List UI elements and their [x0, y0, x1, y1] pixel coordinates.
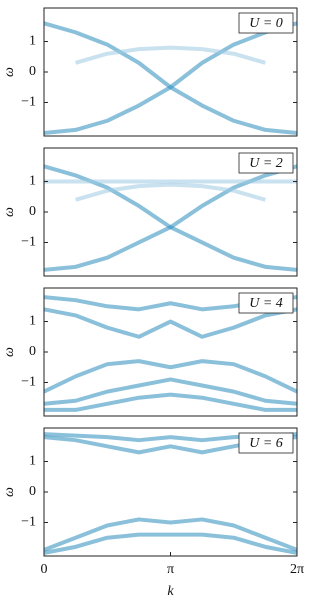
y-tick-label: 0 [29, 484, 36, 499]
figure: −1 0 1 ω U = 0 −1 0 1 ω U = 2 −1 0 1 ω U = 4 −1 0 1 ω U = 6… [2, 7, 304, 599]
band [44, 517, 297, 552]
band [44, 307, 297, 339]
y-tick-label: 1 [29, 34, 36, 49]
y-tick-label: 1 [29, 454, 36, 469]
y-tick-label: 0 [29, 344, 36, 359]
panel-label: U = 6 [249, 436, 283, 451]
y-tick-label: −1 [21, 515, 36, 530]
label-box [238, 292, 294, 314]
x-axis-label: k [167, 584, 174, 599]
band [44, 21, 297, 135]
x-tick-label: π [167, 562, 174, 577]
band [75, 45, 266, 65]
y-axis-label: ω [2, 207, 17, 217]
band [44, 392, 297, 412]
band [44, 164, 297, 272]
label-box [238, 432, 294, 454]
y-tick-label: −1 [21, 95, 36, 110]
y-tick-label: −1 [21, 375, 36, 390]
band [75, 182, 266, 202]
y-axis-label: ω [2, 487, 17, 497]
y-tick-label: 1 [29, 314, 36, 329]
band [44, 21, 297, 135]
y-tick-label: 0 [29, 204, 36, 219]
y-tick-label: 0 [29, 64, 36, 79]
y-axis-label: ω [2, 67, 17, 77]
x-tick-label: 0 [41, 562, 48, 577]
panel-label: U = 4 [249, 296, 283, 311]
x-tick-label: 2π [290, 562, 304, 577]
band [44, 359, 297, 394]
label-box [238, 152, 294, 174]
band [44, 532, 297, 555]
label-box [238, 12, 294, 34]
panel-label: U = 2 [249, 156, 283, 171]
y-tick-label: −1 [21, 235, 36, 250]
y-axis-label: ω [2, 347, 17, 357]
band [44, 377, 297, 406]
y-tick-label: 1 [29, 174, 36, 189]
panel-label: U = 0 [249, 16, 283, 31]
